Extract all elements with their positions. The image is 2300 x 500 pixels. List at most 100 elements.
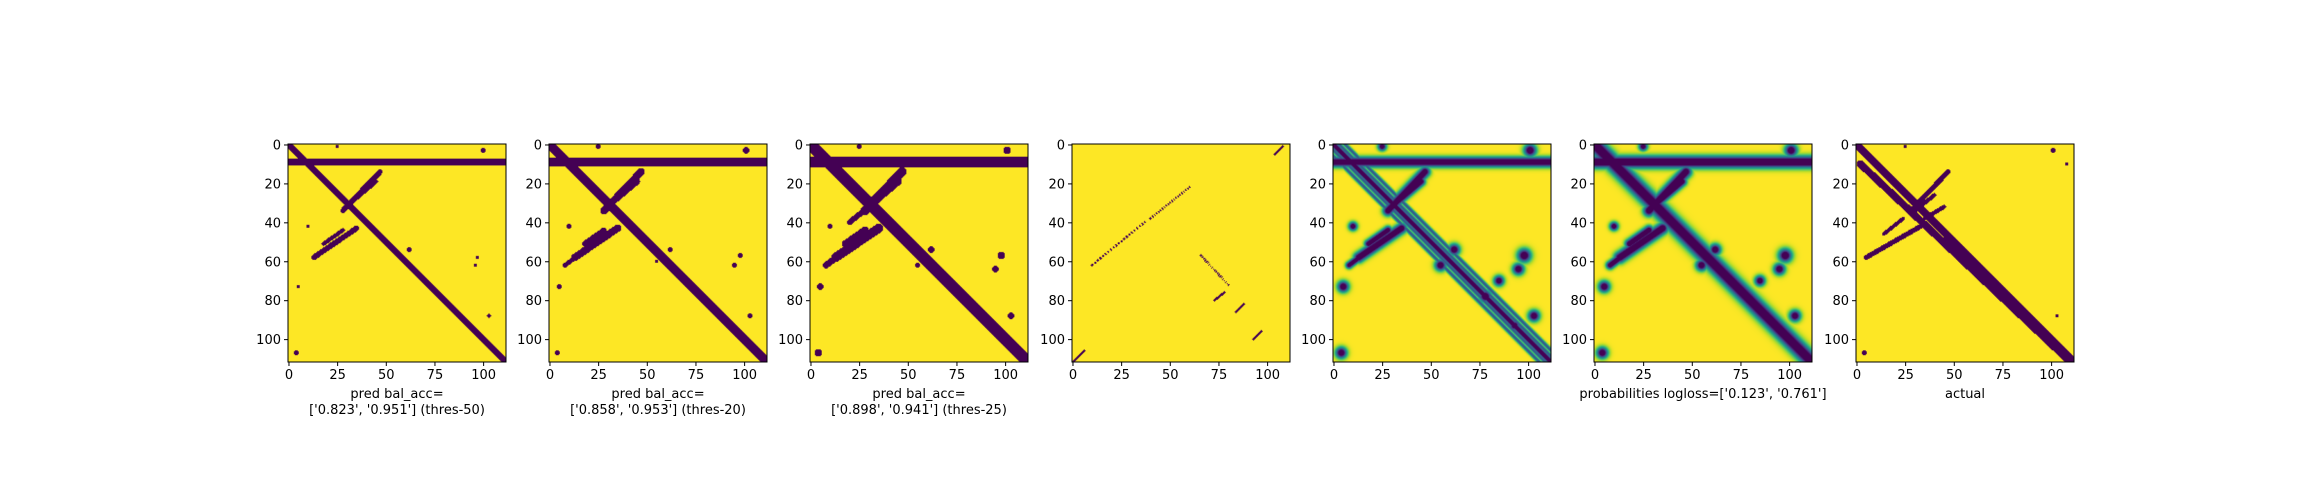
y-tick-label: 20 <box>1832 177 1849 192</box>
y-tick-label: 0 <box>1579 138 1587 153</box>
y-tick-label: 20 <box>1048 177 1065 192</box>
x-tick-label: 100 <box>732 368 757 383</box>
axes-frame <box>1332 143 1552 363</box>
x-tick-label: 75 <box>427 368 444 383</box>
y-tick-label: 20 <box>1309 177 1326 192</box>
x-tick-label: 0 <box>1853 368 1861 383</box>
axes-frame <box>548 143 768 363</box>
y-tick-label: 80 <box>525 294 542 309</box>
x-axis-label: pred bal_acc= <box>611 387 704 402</box>
y-tick-label: 0 <box>1057 138 1065 153</box>
y-tick-label: 0 <box>1841 138 1849 153</box>
y-tick-label: 100 <box>1301 333 1326 348</box>
x-tick-label: 25 <box>1635 368 1652 383</box>
heatmap-image <box>288 144 506 362</box>
heatmap-image <box>1856 144 2074 362</box>
y-tick-label: 60 <box>525 255 542 270</box>
x-tick-label: 50 <box>900 368 917 383</box>
x-tick-label: 0 <box>1591 368 1599 383</box>
y-tick-label: 80 <box>786 294 803 309</box>
y-tick-label: 60 <box>1048 255 1065 270</box>
axes-frame <box>1071 143 1291 363</box>
x-tick-label: 50 <box>1162 368 1179 383</box>
y-tick-label: 40 <box>1570 216 1587 231</box>
heatmap-panel-3: 0 25 50 75 100 0 20 40 60 80 100 pred bal_acc=['0.8… <box>778 138 1029 418</box>
y-tick-label: 0 <box>273 138 281 153</box>
x-tick-label: 25 <box>1897 368 1914 383</box>
y-tick-label: 80 <box>1048 294 1065 309</box>
y-tick-label: 100 <box>517 333 542 348</box>
x-tick-label: 25 <box>1374 368 1391 383</box>
x-axis-label: actual <box>1945 387 1985 402</box>
y-tick-label: 60 <box>1309 255 1326 270</box>
x-axis-label: pred bal_acc= <box>350 387 443 402</box>
y-tick-label: 60 <box>264 255 281 270</box>
heatmap-panel-2: 0 25 50 75 100 0 20 40 60 80 100 pred bal_acc=['0.8… <box>517 138 768 418</box>
x-tick-label: 0 <box>807 368 815 383</box>
y-tick-label: 40 <box>1832 216 1849 231</box>
x-tick-label: 100 <box>993 368 1018 383</box>
x-tick-label: 0 <box>285 368 293 383</box>
x-tick-label: 75 <box>1472 368 1489 383</box>
y-tick-label: 40 <box>786 216 803 231</box>
y-tick-label: 100 <box>1040 333 1065 348</box>
heatmap-panel-7: 0 25 50 75 100 0 20 40 60 80 100 actual <box>1824 138 2075 402</box>
y-tick-label: 60 <box>1570 255 1587 270</box>
x-axis-label: ['0.858', '0.953'] (thres-20) <box>570 403 746 418</box>
y-tick-label: 100 <box>1824 333 1849 348</box>
y-tick-label: 40 <box>1048 216 1065 231</box>
x-axis-label: ['0.823', '0.951'] (thres-50) <box>309 403 485 418</box>
heatmap-image <box>549 144 767 362</box>
heatmap-image <box>1594 144 1812 362</box>
x-tick-label: 25 <box>1113 368 1130 383</box>
x-tick-label: 100 <box>1516 368 1541 383</box>
heatmap-image <box>1072 144 1290 362</box>
heatmap-image <box>810 144 1028 362</box>
x-tick-label: 0 <box>1330 368 1338 383</box>
x-axis-label: pred bal_acc= <box>872 387 965 402</box>
y-tick-label: 0 <box>795 138 803 153</box>
y-tick-label: 60 <box>786 255 803 270</box>
axes-frame <box>809 143 1029 363</box>
heatmap-panel-1: 0 25 50 75 100 0 20 40 60 80 100 pred bal_acc=['0.8… <box>256 138 507 418</box>
x-tick-label: 100 <box>1777 368 1802 383</box>
x-tick-label: 100 <box>2039 368 2064 383</box>
x-tick-label: 100 <box>1255 368 1280 383</box>
axes-frame <box>287 143 507 363</box>
x-tick-label: 50 <box>378 368 395 383</box>
y-tick-label: 100 <box>1562 333 1587 348</box>
axes-frame <box>1593 143 1813 363</box>
x-tick-label: 25 <box>851 368 868 383</box>
y-tick-label: 40 <box>525 216 542 231</box>
y-tick-label: 60 <box>1832 255 1849 270</box>
x-tick-label: 100 <box>471 368 496 383</box>
y-tick-label: 80 <box>1832 294 1849 309</box>
heatmap-panel-5: 0 25 50 75 100 0 20 40 60 80 100 <box>1301 138 1552 383</box>
y-tick-label: 0 <box>534 138 542 153</box>
y-tick-label: 0 <box>1318 138 1326 153</box>
heatmap-panel-6: 0 25 50 75 100 0 20 40 60 80 100 probabilities logl… <box>1562 138 1826 402</box>
x-tick-label: 25 <box>329 368 346 383</box>
x-tick-label: 75 <box>688 368 705 383</box>
heatmap-panel-4: 0 25 50 75 100 0 20 40 60 80 100 <box>1040 138 1291 383</box>
x-tick-label: 25 <box>590 368 607 383</box>
y-tick-label: 20 <box>525 177 542 192</box>
y-tick-label: 80 <box>264 294 281 309</box>
x-tick-label: 50 <box>1946 368 1963 383</box>
y-tick-label: 20 <box>264 177 281 192</box>
x-tick-label: 50 <box>1423 368 1440 383</box>
y-tick-label: 20 <box>1570 177 1587 192</box>
x-axis-label: probabilities logloss=['0.123', '0.761'] <box>1579 387 1826 402</box>
x-tick-label: 0 <box>546 368 554 383</box>
x-tick-label: 0 <box>1069 368 1077 383</box>
y-tick-label: 100 <box>256 333 281 348</box>
x-tick-label: 75 <box>949 368 966 383</box>
axes-frame <box>1855 143 2075 363</box>
x-tick-label: 75 <box>1733 368 1750 383</box>
y-tick-label: 80 <box>1570 294 1587 309</box>
x-tick-label: 50 <box>639 368 656 383</box>
y-tick-label: 100 <box>778 333 803 348</box>
y-tick-label: 80 <box>1309 294 1326 309</box>
y-tick-label: 40 <box>264 216 281 231</box>
